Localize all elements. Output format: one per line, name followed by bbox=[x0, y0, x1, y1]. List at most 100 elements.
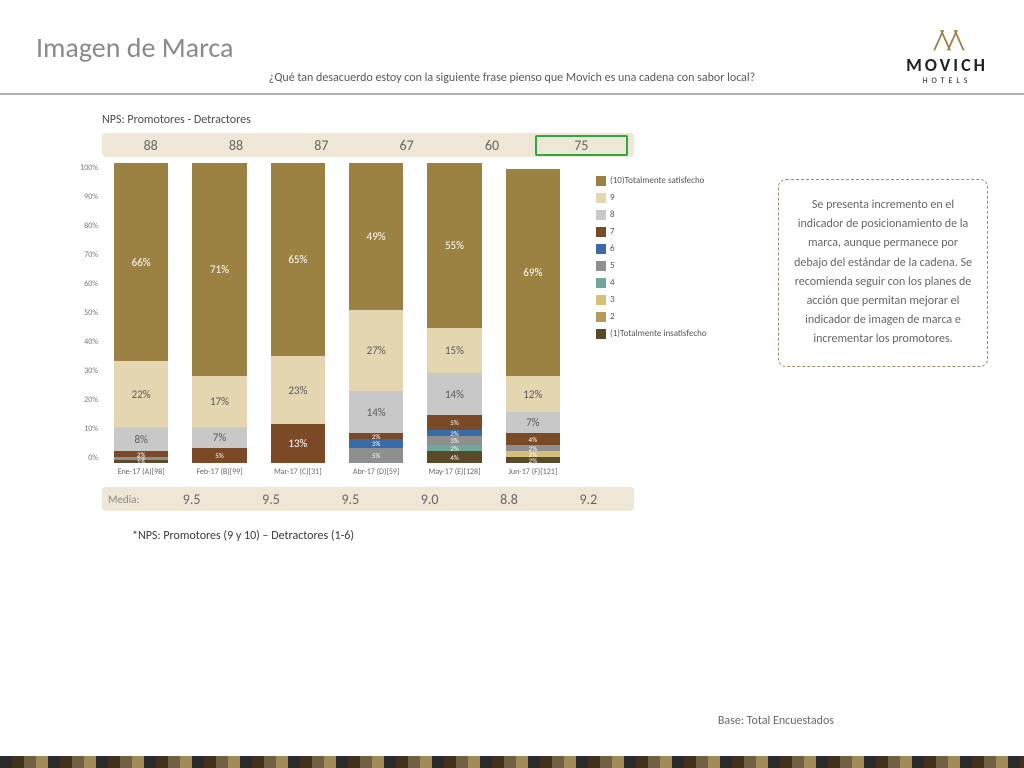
bar-segment: 15% bbox=[427, 328, 481, 373]
y-tick: 20% bbox=[84, 395, 98, 405]
bar-segment: 23% bbox=[271, 356, 325, 424]
y-tick: 90% bbox=[84, 192, 98, 202]
logo: /\/\ MOVICH HOTELS bbox=[906, 30, 988, 86]
page-subtitle: ¿Qué tan desacuerdo estoy con la siguien… bbox=[232, 71, 792, 85]
legend-swatch-icon bbox=[596, 329, 606, 339]
x-label: May-17 (E)[128] bbox=[415, 463, 493, 477]
media-cell: 9.5 bbox=[231, 491, 310, 508]
y-tick: 10% bbox=[84, 424, 98, 434]
bar-segment: 5% bbox=[192, 448, 246, 463]
legend-item: (1)Totalmente insatisfecho bbox=[596, 328, 707, 339]
bar-segment: 17% bbox=[192, 376, 246, 427]
bar-segment: 3% bbox=[427, 436, 481, 445]
legend-label: 8 bbox=[610, 209, 615, 220]
y-tick: 30% bbox=[84, 366, 98, 376]
legend-label: 5 bbox=[610, 260, 615, 271]
bar-column: 5%3%2%14%27%49% bbox=[337, 163, 415, 463]
logo-name: MOVICH bbox=[906, 54, 988, 76]
legend-swatch-icon bbox=[596, 261, 606, 271]
legend-label: (1)Totalmente insatisfecho bbox=[610, 328, 707, 339]
bar-segment: 13% bbox=[271, 424, 325, 463]
media-row: Media: 9.59.59.59.08.89.2 bbox=[102, 487, 634, 511]
legend-item: (10)Totalmente satisfecho bbox=[596, 175, 707, 186]
nps-score-cell: 88 bbox=[193, 137, 278, 154]
bar-segment: 66% bbox=[114, 163, 168, 361]
bar-segment: 3% bbox=[349, 439, 403, 448]
x-label: Jun-17 (F)[121] bbox=[494, 463, 572, 477]
bar-segment: 2% bbox=[506, 457, 560, 463]
base-label: Base: Total Encuestados bbox=[718, 714, 834, 728]
callout-box: Se presenta incremento en el indicador d… bbox=[778, 179, 988, 367]
bar-column: 1%1%2%8%22%66% bbox=[102, 163, 180, 463]
chart-panel: NPS: Promotores - Detractores 8888876760… bbox=[36, 113, 754, 543]
x-label: Mar-17 (C)[31] bbox=[259, 463, 337, 477]
footer-decoration bbox=[0, 756, 1024, 768]
y-tick: 60% bbox=[84, 279, 98, 289]
media-cell: 9.5 bbox=[152, 491, 231, 508]
legend: (10)Totalmente satisfecho 9 8 7 6 5 4 3 2 (1)Tota… bbox=[596, 175, 707, 345]
nps-score-cell: 75 bbox=[535, 135, 628, 156]
nps-label: NPS: Promotores - Detractores bbox=[102, 113, 754, 127]
bar-column: 5%7%17%71% bbox=[180, 163, 258, 463]
nps-score-cell: 88 bbox=[108, 137, 193, 154]
bar-segment: 14% bbox=[427, 373, 481, 415]
logo-subtitle: HOTELS bbox=[906, 76, 988, 86]
x-axis: Ene-17 (A)[98]Feb-17 (B)[99]Mar-17 (C)[3… bbox=[102, 463, 572, 477]
legend-label: 4 bbox=[610, 277, 615, 288]
page-title: Imagen de Marca bbox=[36, 30, 988, 65]
bar-segment: 4% bbox=[427, 451, 481, 463]
media-cell: 9.2 bbox=[549, 491, 628, 508]
nps-score-cell: 87 bbox=[279, 137, 364, 154]
bar-segment: 27% bbox=[349, 310, 403, 391]
legend-label: 3 bbox=[610, 294, 615, 305]
bar-column: 13%23%65% bbox=[259, 163, 337, 463]
legend-swatch-icon bbox=[596, 295, 606, 305]
legend-swatch-icon bbox=[596, 193, 606, 203]
media-cell: 9.5 bbox=[311, 491, 390, 508]
nps-score-cell: 60 bbox=[449, 137, 534, 154]
legend-swatch-icon bbox=[596, 210, 606, 220]
x-label: Ene-17 (A)[98] bbox=[102, 463, 180, 477]
y-tick: 70% bbox=[84, 250, 98, 260]
legend-label: (10)Totalmente satisfecho bbox=[610, 175, 704, 186]
bar-segment: 7% bbox=[506, 412, 560, 433]
y-tick: 50% bbox=[84, 308, 98, 318]
media-cell: 9.0 bbox=[390, 491, 469, 508]
bar-segment: 12% bbox=[506, 376, 560, 412]
bar-column: 2%2%2%4%7%12%69% bbox=[494, 163, 572, 463]
nps-score-cell: 67 bbox=[364, 137, 449, 154]
legend-label: 6 bbox=[610, 243, 615, 254]
x-label: Abr-17 (D)[59] bbox=[337, 463, 415, 477]
bar-segment: 22% bbox=[114, 361, 168, 427]
legend-item: 4 bbox=[596, 277, 707, 288]
legend-item: 2 bbox=[596, 311, 707, 322]
bar-segment: 5% bbox=[427, 415, 481, 430]
bar-segment: 55% bbox=[427, 163, 481, 328]
bars-area: 1%1%2%8%22%66%5%7%17%71%13%23%65%5%3%2%1… bbox=[102, 163, 572, 463]
y-tick: 80% bbox=[84, 221, 98, 231]
legend-swatch-icon bbox=[596, 278, 606, 288]
legend-item: 9 bbox=[596, 192, 707, 203]
bar-segment: 49% bbox=[349, 163, 403, 310]
y-tick: 100% bbox=[80, 163, 98, 173]
bar-segment: 8% bbox=[114, 427, 168, 451]
logo-mark-icon: /\/\ bbox=[906, 30, 988, 50]
bar-segment: 14% bbox=[349, 391, 403, 433]
bar-segment: 5% bbox=[349, 448, 403, 463]
legend-label: 2 bbox=[610, 311, 615, 322]
legend-label: 9 bbox=[610, 192, 615, 203]
media-label: Media: bbox=[108, 493, 152, 506]
y-axis: 100% 90% 80% 70% 60% 50% 40% 30% 20% 10% 0% bbox=[54, 163, 102, 463]
legend-swatch-icon bbox=[596, 244, 606, 254]
bar-segment: 1% bbox=[114, 460, 168, 463]
legend-item: 7 bbox=[596, 226, 707, 237]
y-tick: 40% bbox=[84, 337, 98, 347]
legend-item: 5 bbox=[596, 260, 707, 271]
legend-swatch-icon bbox=[596, 176, 606, 186]
y-tick: 0% bbox=[88, 453, 98, 463]
bar-segment: 4% bbox=[506, 433, 560, 445]
header: Imagen de Marca ¿Qué tan desacuerdo esto… bbox=[0, 0, 1024, 95]
legend-item: 3 bbox=[596, 294, 707, 305]
legend-label: 7 bbox=[610, 226, 615, 237]
media-cell: 8.8 bbox=[469, 491, 548, 508]
